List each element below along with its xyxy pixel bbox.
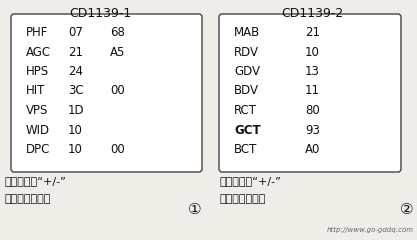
Text: 24: 24 [68,65,83,78]
Text: 21: 21 [68,46,83,59]
Text: 11: 11 [305,84,320,97]
FancyBboxPatch shape [11,14,202,172]
Text: 80: 80 [305,104,320,117]
Text: PHF: PHF [26,26,48,39]
Text: DPC: DPC [26,143,50,156]
Text: 10: 10 [305,46,320,59]
Text: 键，调整参数。: 键，调整参数。 [5,194,51,204]
Text: http://www.go-gddq.com: http://www.go-gddq.com [327,227,414,233]
Text: 00: 00 [110,84,125,97]
Text: A0: A0 [305,143,320,156]
Text: 00: 00 [110,143,125,156]
Text: 07: 07 [68,26,83,39]
Text: A5: A5 [110,46,126,59]
Text: BCT: BCT [234,143,257,156]
Text: 3C: 3C [68,84,84,97]
Text: MAB: MAB [234,26,260,39]
Text: 93: 93 [305,124,320,137]
Text: 注：按音量“+/-”: 注：按音量“+/-” [220,176,282,186]
Text: CD1139-1: CD1139-1 [69,7,131,20]
Text: GCT: GCT [234,124,261,137]
Text: 10: 10 [68,124,83,137]
Text: VPS: VPS [26,104,48,117]
Text: GDV: GDV [234,65,260,78]
FancyBboxPatch shape [219,14,401,172]
Text: ②: ② [400,202,414,217]
Text: HPS: HPS [26,65,49,78]
Text: 21: 21 [305,26,320,39]
Text: RDV: RDV [234,46,259,59]
Text: 1D: 1D [68,104,85,117]
Text: AGC: AGC [26,46,51,59]
Text: 13: 13 [305,65,320,78]
Text: WID: WID [26,124,50,137]
Text: 68: 68 [110,26,125,39]
Text: BDV: BDV [234,84,259,97]
Text: CD1139-2: CD1139-2 [281,7,343,20]
Text: 注：按音量“+/-”: 注：按音量“+/-” [5,176,67,186]
Text: 10: 10 [68,143,83,156]
Text: HIT: HIT [26,84,45,97]
Text: RCT: RCT [234,104,257,117]
Text: ①: ① [188,202,202,217]
Text: 键，调整参数。: 键，调整参数。 [220,194,266,204]
